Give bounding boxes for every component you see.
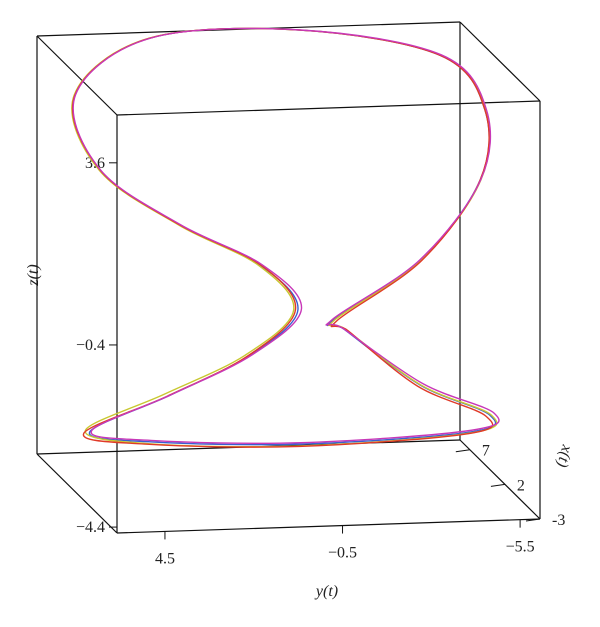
box-edge bbox=[116, 518, 541, 534]
box-edge bbox=[36, 35, 118, 116]
z-tick-label: −4.4 bbox=[76, 519, 105, 536]
box-edge bbox=[36, 453, 118, 534]
y-axis-label: y(t) bbox=[314, 583, 338, 600]
z-tick-label: −0.4 bbox=[76, 337, 105, 354]
trajectory bbox=[71, 27, 497, 446]
x-tick bbox=[525, 518, 541, 522]
trajectory bbox=[71, 27, 494, 448]
box-edge bbox=[459, 21, 541, 102]
box-edge bbox=[116, 100, 541, 116]
x-tick-label: 2 bbox=[517, 477, 525, 494]
x-axis-label: x(t) bbox=[553, 442, 575, 469]
x-tick-label: -3 bbox=[552, 512, 565, 529]
box-edge bbox=[459, 439, 541, 520]
trajectory bbox=[71, 27, 498, 448]
y-tick-label: −0.5 bbox=[328, 545, 357, 562]
z-axis-label: z(t) bbox=[25, 264, 42, 286]
x-tick-label: 7 bbox=[482, 443, 490, 460]
x-tick bbox=[455, 449, 470, 453]
trajectory bbox=[72, 27, 500, 445]
y-tick-label: 4.5 bbox=[155, 550, 175, 567]
y-tick-label: −5.5 bbox=[506, 539, 535, 556]
x-tick bbox=[490, 483, 505, 487]
